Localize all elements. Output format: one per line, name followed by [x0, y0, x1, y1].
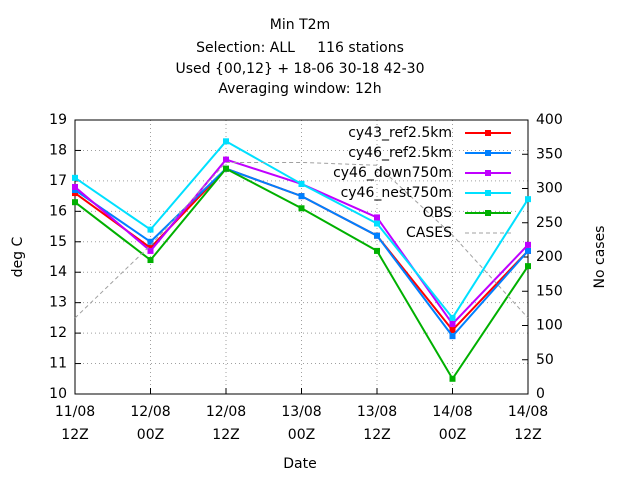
chart-subtitle: Used {00,12} + 18-06 30-18 42-30 [176, 61, 425, 77]
y2-axis-label: No cases [592, 226, 608, 289]
x-tick-label: 13/08 [281, 404, 321, 420]
legend-label: CASES [406, 225, 452, 241]
y2-tick-label: 0 [536, 386, 545, 402]
data-point [147, 238, 154, 245]
x-tick-sublabel: 12Z [514, 427, 541, 443]
y-tick-label: 13 [49, 295, 67, 311]
data-point [147, 244, 154, 251]
y2-tick-label: 50 [536, 352, 554, 368]
y-tick-label: 11 [49, 356, 67, 372]
data-point [298, 193, 305, 200]
data-point [374, 247, 380, 254]
data-point [72, 174, 78, 181]
data-point [449, 327, 456, 334]
y-tick-label: 10 [49, 386, 67, 402]
data-point [525, 247, 531, 254]
y2-tick-label: 300 [536, 181, 563, 197]
data-point [374, 214, 380, 221]
legend-label: OBS [423, 205, 452, 221]
data-point [72, 183, 78, 190]
y-tick-label: 15 [49, 234, 67, 250]
data-point [223, 165, 229, 172]
y-tick-label: 14 [49, 264, 67, 280]
legend-label: cy46_down750m [333, 165, 452, 181]
y-tick-label: 18 [49, 142, 67, 158]
legend-marker [485, 150, 491, 156]
y2-tick-label: 400 [536, 112, 563, 128]
data-point [449, 314, 456, 321]
x-axis-label: Date [283, 456, 316, 472]
data-point [223, 156, 229, 163]
legend-marker [485, 130, 491, 136]
legend-label: cy46_ref2.5km [348, 145, 452, 161]
series-line [74, 161, 529, 319]
y-tick-label: 12 [49, 325, 67, 341]
data-point [525, 241, 531, 248]
data-point [525, 196, 531, 203]
chart-title: Min T2m [270, 17, 330, 33]
x-tick-sublabel: 12Z [61, 427, 88, 443]
data-point [298, 180, 305, 187]
x-tick-sublabel: 12Z [363, 427, 390, 443]
y2-tick-label: 150 [536, 283, 563, 299]
x-tick-label: 14/08 [508, 404, 548, 420]
x-tick-sublabel: 12Z [212, 427, 239, 443]
chart-subtitle: Averaging window: 12h [218, 81, 381, 97]
legend-label: cy46_nest750m [341, 185, 452, 201]
x-tick-sublabel: 00Z [439, 427, 466, 443]
series-line [74, 140, 529, 320]
y-axis-label: deg C [10, 236, 26, 277]
legend-label: cy43_ref2.5km [348, 125, 452, 141]
data-point [374, 220, 380, 227]
data-point [223, 138, 229, 145]
y2-tick-label: 100 [536, 318, 563, 334]
legend-marker [485, 170, 491, 176]
y-tick-label: 17 [49, 173, 67, 189]
legend-marker [485, 190, 491, 196]
x-tick-label: 14/08 [432, 404, 472, 420]
y2-tick-label: 200 [536, 249, 563, 265]
data-point [374, 232, 380, 239]
x-tick-label: 12/08 [206, 404, 246, 420]
data-point [449, 320, 456, 327]
y-tick-label: 16 [49, 203, 67, 219]
data-point [72, 190, 78, 197]
data-point [147, 247, 154, 254]
legend-marker [485, 210, 491, 216]
x-tick-label: 11/08 [55, 404, 95, 420]
data-point [298, 205, 305, 212]
x-tick-label: 13/08 [357, 404, 397, 420]
y-tick-label: 19 [49, 112, 67, 128]
data-point [72, 187, 78, 194]
x-tick-label: 12/08 [130, 404, 170, 420]
data-point [72, 199, 78, 206]
y2-tick-label: 250 [536, 215, 563, 231]
plot-frame [74, 119, 529, 395]
data-point [525, 263, 531, 270]
chart-subtitle: Selection: ALL 116 stations [196, 40, 404, 56]
x-tick-sublabel: 00Z [137, 427, 164, 443]
data-point [147, 226, 154, 233]
data-point [147, 257, 154, 264]
x-tick-sublabel: 00Z [288, 427, 315, 443]
data-point [449, 333, 456, 340]
y2-tick-label: 350 [536, 146, 563, 162]
data-point [449, 375, 456, 382]
